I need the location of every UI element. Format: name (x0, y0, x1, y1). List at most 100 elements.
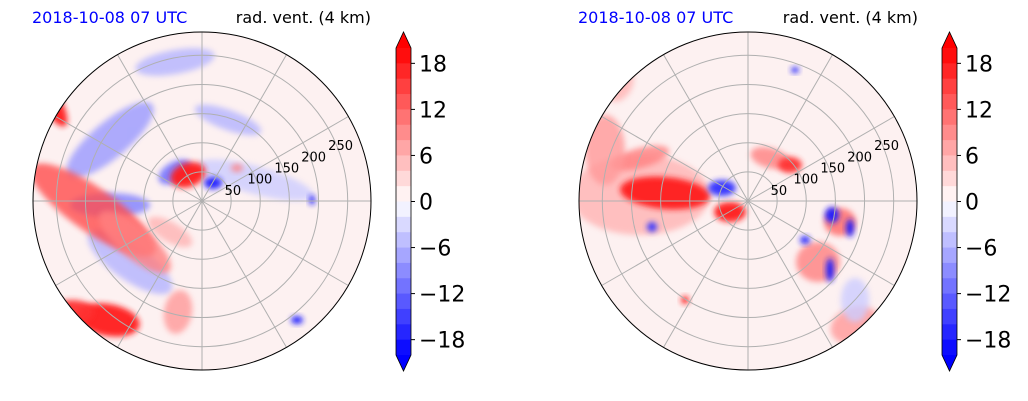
right-colorbar-tick-label: 18 (965, 52, 993, 77)
left-colorbar-extend-max (396, 32, 411, 48)
left-polar-frame (32, 31, 372, 371)
right-colorbar-level (942, 48, 957, 64)
right-polar-frame (578, 31, 918, 371)
left-colorbar-level (396, 339, 411, 356)
left-colorbar-level (396, 186, 411, 202)
left-colorbar-level (396, 262, 411, 279)
right-colorbar-outline (941, 31, 958, 372)
right-field-blob (585, 115, 625, 185)
right-colorbar-level (942, 186, 957, 202)
right-colorbar-level (942, 339, 957, 356)
left-angular-gridline (201, 54, 287, 202)
left-colorbar-tick-label: 12 (419, 98, 447, 123)
right-angular-gridline (747, 116, 895, 202)
right-field-blob (825, 207, 839, 223)
left-colorbar-level (396, 247, 411, 264)
left-colorbar-tick-label: 6 (419, 144, 433, 169)
left-field-blob (50, 300, 94, 324)
left-radial-tick-label: 50 (225, 184, 242, 199)
left-angular-gridline (55, 116, 203, 202)
right-field-blob (800, 236, 810, 244)
left-colorbar-level (396, 201, 411, 218)
left-colorbar-level (396, 278, 411, 295)
left-angular-gridline (201, 116, 349, 202)
right-colorbar-level (942, 278, 957, 295)
left-colorbar-level (396, 109, 411, 126)
right-colorbar-tick-label: −6 (965, 237, 997, 262)
right-colorbar-tick-label: 6 (965, 144, 979, 169)
right-colorbar-level (942, 232, 957, 249)
right-radial-tick-label: 100 (793, 173, 818, 188)
right-colorbar-level (942, 308, 957, 325)
right-colorbar-level (942, 63, 957, 80)
right-colorbar-extend-max (942, 32, 957, 48)
right-field-blob (791, 67, 799, 73)
right-colorbar-tick-label: −18 (965, 329, 1011, 354)
left-field-blob (66, 102, 154, 178)
right-colorbar-tick-label: −12 (965, 283, 1011, 308)
left-field-blob (204, 177, 222, 189)
right-colorbar-level (942, 155, 957, 172)
left-radial-tick-label: 100 (247, 173, 272, 188)
right-colorbar-level (942, 109, 957, 126)
right-angular-gridline (663, 200, 749, 348)
right-angular-gridline (747, 200, 895, 286)
left-colorbar-level (396, 232, 411, 249)
right-colorbar-level (942, 140, 957, 156)
right-angular-gridline (601, 116, 749, 202)
right-field-blob (826, 258, 834, 282)
left-colorbar-outline (395, 31, 412, 372)
right-colorbar-level (942, 170, 957, 187)
left-colorbar-extend-min (396, 355, 411, 371)
right-field-blob (846, 219, 854, 237)
right-radial-tick-label: 150 (820, 162, 845, 177)
right-title-date: 2018-10-08 07 UTC (578, 8, 733, 27)
right-angular-gridline (663, 54, 749, 202)
left-colorbar-tick-label: −12 (419, 283, 465, 308)
left-colorbar-tick-label: 18 (419, 52, 447, 77)
right-field-blob (778, 157, 802, 173)
left-field-blob (196, 159, 314, 201)
left-angular-gridline (117, 54, 203, 202)
right-title-field: rad. vent. (4 km) (783, 8, 918, 27)
left-field-blob (231, 164, 243, 172)
left-colorbar-tick-label: −6 (419, 237, 451, 262)
left-panel: 2018-10-08 07 UTC rad. vent. (4 km) 50 10… (32, 8, 465, 372)
left-colorbar-tick-label: −18 (419, 329, 465, 354)
right-polar-grid (579, 32, 917, 370)
left-angular-gridline (201, 200, 287, 348)
left-title-field: rad. vent. (4 km) (236, 8, 371, 27)
right-colorbar-level (942, 201, 957, 218)
left-angular-gridline (117, 200, 203, 348)
left-colorbar: 18 12 6 0 −6 −12 −18 (395, 31, 465, 372)
right-colorbar-level (942, 124, 957, 141)
right-angular-gridline (601, 200, 749, 286)
left-colorbar-level (396, 124, 411, 141)
left-field-blob (163, 290, 193, 334)
right-colorbar-level (942, 293, 957, 310)
left-title-date: 2018-10-08 07 UTC (32, 8, 187, 27)
right-colorbar-level (942, 247, 957, 264)
left-colorbar-level (396, 170, 411, 187)
left-colorbar-level (396, 216, 411, 233)
right-radial-tick-label: 200 (847, 150, 872, 165)
left-colorbar-level (396, 63, 411, 80)
right-colorbar-level (942, 216, 957, 233)
right-colorbar: 18 12 6 0 −6 −12 −18 (941, 31, 1011, 372)
left-colorbar-level (396, 78, 411, 95)
right-colorbar-level (942, 262, 957, 279)
left-colorbar-level (396, 155, 411, 172)
left-radial-tick-label: 250 (328, 139, 353, 154)
left-colorbar-level (396, 293, 411, 310)
right-panel: 2018-10-08 07 UTC rad. vent. (4 km) 50 10… (578, 8, 1011, 372)
left-field-blob (309, 195, 315, 205)
left-polar-grid (33, 32, 371, 370)
right-radial-tick-label: 50 (771, 184, 788, 199)
right-colorbar-level (942, 78, 957, 95)
left-radial-tick-label: 200 (301, 150, 326, 165)
